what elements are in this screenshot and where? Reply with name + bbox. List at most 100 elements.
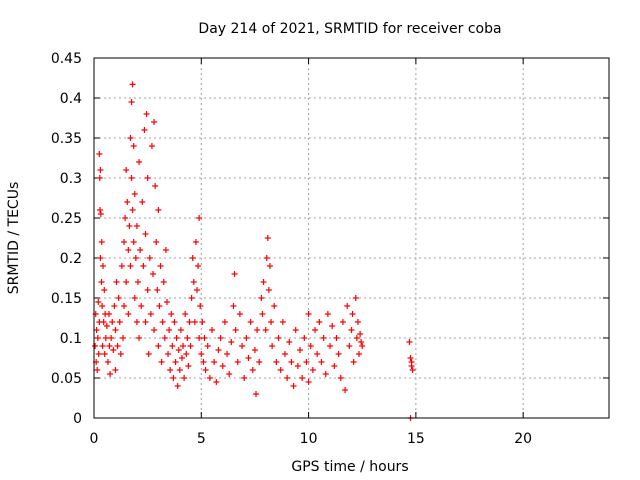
data-point xyxy=(348,327,355,333)
data-point xyxy=(146,255,153,261)
data-point xyxy=(239,343,246,349)
data-point xyxy=(309,367,316,373)
data-point xyxy=(113,279,120,285)
data-point xyxy=(92,343,99,349)
data-point xyxy=(206,375,213,381)
plot-frame xyxy=(93,57,610,419)
data-point xyxy=(127,135,134,141)
data-point xyxy=(327,343,334,349)
data-point xyxy=(245,355,252,361)
data-point xyxy=(232,327,239,333)
x-tick-label: 15 xyxy=(407,431,425,447)
data-point xyxy=(266,263,273,269)
data-point xyxy=(131,295,138,301)
data-point xyxy=(303,359,310,365)
data-point xyxy=(279,319,286,325)
data-point xyxy=(133,319,140,325)
data-point xyxy=(170,375,177,381)
data-point xyxy=(132,255,139,261)
data-point xyxy=(116,319,123,325)
data-point xyxy=(299,375,306,381)
data-point xyxy=(110,347,117,353)
data-point xyxy=(190,279,197,285)
data-point xyxy=(185,363,192,369)
data-point xyxy=(173,335,180,341)
data-point xyxy=(228,339,235,345)
data-point xyxy=(151,119,158,125)
data-point xyxy=(281,351,288,357)
data-point xyxy=(94,335,101,341)
data-point xyxy=(99,303,106,309)
data-point xyxy=(335,351,342,357)
data-point xyxy=(301,335,308,341)
data-point xyxy=(130,143,137,149)
data-point xyxy=(94,367,101,373)
x-axis-label: GPS time / hours xyxy=(291,459,408,475)
data-point xyxy=(226,371,233,377)
data-point xyxy=(174,383,181,389)
data-point xyxy=(265,287,272,293)
data-point xyxy=(93,327,100,333)
data-point xyxy=(247,319,254,325)
data-point xyxy=(354,319,361,325)
y-tick-label: 0 xyxy=(73,411,82,427)
data-point xyxy=(221,319,228,325)
data-point xyxy=(96,151,103,157)
y-tick-label: 0.1 xyxy=(60,331,82,347)
data-point xyxy=(127,263,134,269)
data-point xyxy=(273,359,280,365)
data-point xyxy=(269,343,276,349)
data-point xyxy=(196,215,203,221)
data-point xyxy=(101,351,108,357)
data-point xyxy=(161,335,168,341)
data-point xyxy=(284,375,291,381)
data-point xyxy=(139,199,146,205)
data-point xyxy=(95,351,102,357)
data-point xyxy=(339,319,346,325)
data-point xyxy=(172,359,179,365)
data-point xyxy=(358,339,365,345)
data-point xyxy=(353,335,360,341)
data-point xyxy=(106,311,113,317)
data-point xyxy=(297,347,303,353)
y-tick-label: 0.05 xyxy=(51,371,82,387)
data-point xyxy=(154,287,161,293)
data-point xyxy=(236,311,243,317)
data-point xyxy=(224,351,231,357)
data-point xyxy=(186,319,193,325)
data-point xyxy=(142,319,149,325)
data-point xyxy=(100,263,107,269)
data-point xyxy=(128,99,135,105)
data-point xyxy=(117,351,124,357)
x-tick-label: 5 xyxy=(197,431,206,447)
data-point xyxy=(333,335,340,341)
chart-title: Day 214 of 2021, SRMTID for receiver cob… xyxy=(198,21,501,37)
data-point xyxy=(251,347,258,353)
data-point xyxy=(286,339,293,345)
y-tick-label: 0.25 xyxy=(51,211,82,227)
data-point xyxy=(155,343,162,349)
data-point xyxy=(104,359,111,365)
data-point xyxy=(202,367,209,373)
data-point xyxy=(100,319,107,325)
data-point xyxy=(97,207,104,213)
data-point xyxy=(408,359,415,365)
data-point xyxy=(231,271,238,277)
data-point xyxy=(98,239,105,245)
data-point xyxy=(169,343,176,349)
data-point xyxy=(201,335,208,341)
data-point xyxy=(148,143,155,149)
data-point xyxy=(141,127,148,133)
data-point xyxy=(160,279,167,285)
data-point xyxy=(243,335,250,341)
data-point xyxy=(98,279,105,285)
data-point xyxy=(204,343,211,349)
data-point xyxy=(316,319,323,325)
x-axis-ticks: 0 5 10 15 20 xyxy=(90,58,532,447)
data-point xyxy=(350,359,357,365)
data-point xyxy=(145,351,152,357)
data-point xyxy=(197,303,204,309)
data-point xyxy=(181,375,188,381)
data-point xyxy=(107,371,114,377)
data-point xyxy=(318,359,325,365)
